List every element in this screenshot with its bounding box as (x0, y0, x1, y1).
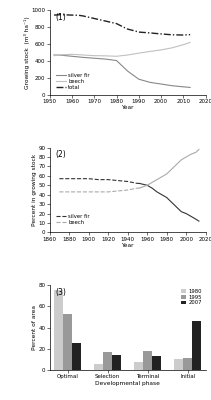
beech (107, 190, 110, 194)
Line: total: total (54, 15, 190, 35)
Bar (72, 344, 81, 370)
Y-axis label: Growing stock  (m³ ha⁻¹): Growing stock (m³ ha⁻¹) (24, 16, 30, 89)
silver fir (189, 85, 191, 90)
total (104, 19, 107, 24)
beech (182, 42, 185, 47)
Bar (134, 362, 143, 370)
silver fir (58, 176, 61, 181)
beech (104, 54, 107, 58)
silver fir (115, 58, 118, 63)
Legend: silver fir, beech: silver fir, beech (55, 213, 91, 226)
total (171, 32, 173, 37)
silver fir (71, 54, 73, 59)
beech (149, 49, 151, 54)
silver fir (104, 57, 107, 62)
silver fir (82, 55, 84, 60)
Bar (103, 352, 112, 370)
Bar (183, 358, 192, 370)
silver fir (53, 52, 55, 57)
beech (97, 190, 100, 194)
silver fir (160, 82, 162, 86)
total (122, 24, 124, 29)
total (182, 33, 185, 38)
beech (136, 186, 139, 190)
silver fir (78, 176, 80, 181)
silver fir (182, 84, 185, 89)
beech (58, 190, 61, 194)
beech (78, 190, 80, 194)
silver fir (126, 179, 129, 184)
Bar (54, 290, 63, 370)
silver fir (138, 77, 140, 82)
Bar (63, 314, 72, 370)
Line: beech: beech (54, 42, 190, 56)
Text: (3): (3) (56, 288, 67, 297)
Line: silver fir: silver fir (54, 55, 190, 88)
Text: (2): (2) (56, 150, 67, 159)
total (126, 27, 129, 32)
beech (160, 48, 162, 52)
beech (126, 188, 129, 192)
Text: (1): (1) (56, 12, 67, 22)
total (133, 28, 136, 33)
silver fir (171, 83, 173, 88)
total (53, 13, 55, 18)
Y-axis label: Percent of area: Percent of area (32, 305, 37, 350)
silver fir (93, 56, 95, 61)
silver fir (97, 177, 100, 182)
total (138, 30, 140, 34)
silver fir (122, 64, 124, 69)
Y-axis label: Percent in growing stock: Percent in growing stock (32, 154, 37, 226)
beech (138, 51, 140, 56)
beech (126, 52, 129, 57)
silver fir (136, 181, 139, 186)
beech (60, 52, 62, 57)
silver fir (107, 177, 110, 182)
X-axis label: Developmental phase: Developmental phase (95, 380, 160, 386)
silver fir (117, 178, 119, 183)
Bar (192, 321, 201, 370)
Line: silver fir: silver fir (59, 179, 139, 183)
X-axis label: Year: Year (121, 243, 134, 248)
silver fir (149, 80, 151, 85)
beech (93, 53, 95, 58)
beech (117, 188, 119, 193)
total (82, 14, 84, 18)
total (93, 16, 95, 21)
beech (138, 186, 141, 190)
beech (82, 52, 84, 57)
X-axis label: Year: Year (121, 106, 134, 110)
silver fir (138, 181, 141, 186)
beech (87, 190, 90, 194)
beech (189, 40, 191, 45)
silver fir (60, 53, 62, 58)
total (60, 12, 62, 17)
Legend: 1980, 1995, 2007: 1980, 1995, 2007 (180, 288, 203, 306)
Bar (95, 364, 103, 370)
beech (53, 53, 55, 58)
total (149, 30, 151, 35)
Bar (152, 356, 161, 370)
total (160, 32, 162, 36)
total (115, 21, 118, 26)
silver fir (126, 69, 129, 74)
beech (71, 52, 73, 57)
Line: beech: beech (59, 188, 139, 192)
total (71, 13, 73, 18)
silver fir (68, 176, 70, 181)
total (77, 13, 80, 18)
silver fir (87, 176, 90, 181)
Bar (174, 359, 183, 370)
total (189, 32, 191, 37)
beech (115, 54, 118, 59)
Bar (143, 351, 152, 370)
Legend: silver fir, beech, total: silver fir, beech, total (55, 72, 91, 90)
Bar (112, 355, 121, 370)
beech (171, 45, 173, 50)
beech (68, 190, 70, 194)
